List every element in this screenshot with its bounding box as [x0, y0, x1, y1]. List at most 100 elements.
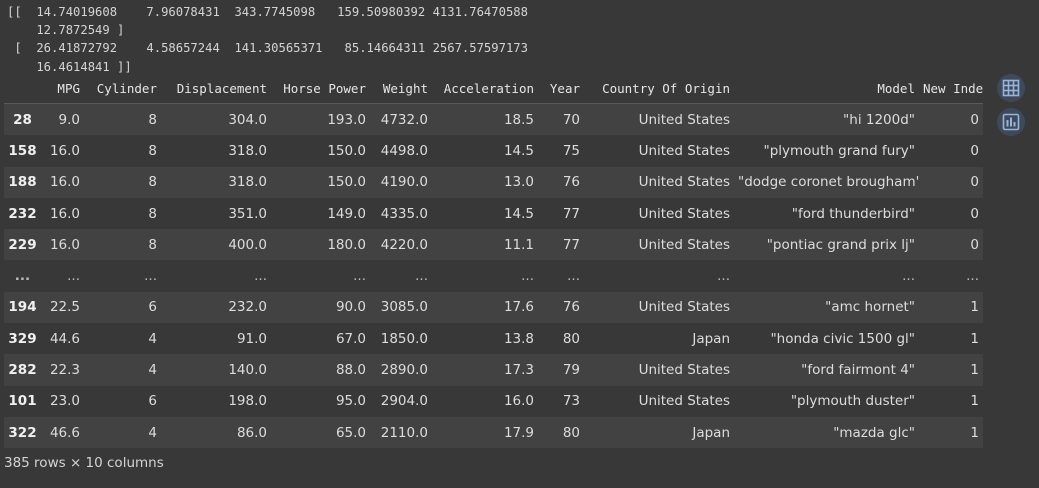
dataframe-table: MPG Cylinder Displacement Horse Power Weight…: [4, 73, 983, 449]
table-cell: ...: [144, 268, 157, 285]
table-cell: ...: [717, 268, 730, 285]
table-row: 232 16.0 8 351.0 149.0 4335.0 14.5 77 United Sta…: [4, 197, 983, 230]
table-cell: 14.5: [503, 205, 534, 222]
table-cell: 91.0: [236, 330, 267, 347]
table-cell: United States: [638, 362, 730, 379]
convert-to-interactive-table-button[interactable]: [997, 74, 1025, 102]
table-cell: 80: [562, 330, 580, 347]
column-header: Weight: [370, 73, 432, 104]
table-cell: 1850.0: [380, 330, 428, 347]
row-index: 28: [13, 111, 32, 128]
table-cell: 6: [148, 393, 157, 410]
table-cell: United States: [638, 299, 730, 316]
shape-label: 385 rows × 10 columns: [4, 455, 164, 471]
column-header: Horse Power: [271, 73, 370, 104]
table-cell: 150.0: [327, 142, 366, 159]
row-index: 282: [8, 362, 37, 379]
array-output-line: [[ 14.74019608 7.96078431 343.7745098 15…: [7, 5, 528, 19]
table-cell: 6: [148, 299, 157, 316]
table-cell: 140.0: [228, 362, 267, 379]
table-cell: 70: [562, 111, 580, 128]
table-cell: 17.3: [503, 362, 534, 379]
table-cell: 16.0: [49, 142, 80, 159]
table-cell: 8: [148, 142, 157, 159]
table-cell: 13.0: [503, 174, 534, 191]
table-cell: 8: [148, 174, 157, 191]
table-cell: "plymouth duster": [790, 393, 915, 410]
table-cell: 88.0: [335, 362, 366, 379]
array-output-line: [ 26.41872792 4.58657244 141.30565371 85…: [7, 41, 528, 56]
table-cell: 46.6: [49, 424, 80, 441]
table-cell: ...: [902, 268, 915, 285]
table-cell: 1: [970, 393, 979, 410]
table-cell: 44.6: [49, 330, 80, 347]
table-row: 329 44.6 4 91.0 67.0 1850.0 13.8 80 Japan "honda …: [4, 323, 983, 355]
table-cell: 304.0: [228, 111, 267, 128]
table-cell: 75: [562, 142, 580, 159]
table-row: 158 16.0 8 318.0 150.0 4498.0 14.5 75 United Sta…: [4, 135, 983, 167]
table-cell: 3085.0: [380, 299, 428, 316]
table-cell: 22.5: [49, 299, 80, 316]
table-cell: 4190.0: [380, 174, 428, 191]
table-cell: United States: [638, 236, 730, 253]
table-cell: 8: [148, 205, 157, 222]
ellipsis-row: .................................: [4, 260, 983, 292]
table-row: 194 22.5 6 232.0 90.0 3085.0 17.6 76 United Stat…: [4, 291, 983, 324]
table-cell: "plymouth grand fury": [763, 142, 916, 159]
array-output: [[ 14.74019608 7.96078431 343.7745098 15…: [7, 3, 528, 76]
table-cell: "dodge coronet brougham": [738, 174, 919, 191]
table-cell: 232.0: [228, 299, 267, 316]
table-cell: 0: [970, 111, 979, 128]
table-row: 282 22.3 4 140.0 88.0 2890.0 17.3 79 United Stat…: [4, 354, 983, 386]
table-cell: 2110.0: [380, 424, 428, 441]
column-header: New Index: [919, 73, 983, 104]
table-cell: 0: [970, 236, 979, 253]
table-cell: 318.0: [228, 174, 267, 191]
table-cell: ...: [966, 268, 979, 285]
table-header-row: MPG Cylinder Displacement Horse Power Weight…: [4, 73, 983, 104]
row-index: 101: [8, 393, 37, 410]
table-cell: Japan: [692, 424, 730, 441]
table-cell: 4335.0: [380, 205, 428, 222]
table-cell: 1: [970, 424, 979, 441]
table-cell: 77: [562, 205, 580, 222]
table-cell: 1: [970, 330, 979, 347]
table-cell: 0: [970, 174, 979, 191]
table-cell: 76: [562, 174, 580, 191]
table-cell: 8: [148, 236, 157, 253]
table-cell: Japan: [692, 330, 730, 347]
table-row: 28 9.0 8 304.0 193.0 4732.0 18.5 70 United State…: [4, 103, 983, 136]
table-cell: United States: [638, 142, 730, 159]
table-cell: 22.3: [49, 362, 80, 379]
table-cell: 198.0: [228, 393, 267, 410]
table-cell: 77: [562, 236, 580, 253]
row-index: 194: [8, 299, 37, 316]
column-header: Displacement: [161, 73, 271, 104]
table-cell: "pontiac grand prix lj": [766, 236, 915, 253]
array-output-line: 16.4614841 ]]: [7, 59, 132, 74]
table-cell: ...: [521, 268, 534, 285]
table-cell: 4: [148, 424, 157, 441]
row-index: 158: [8, 142, 37, 159]
table-cell: 4732.0: [380, 111, 428, 128]
table-cell: United States: [638, 205, 730, 222]
table-cell: ...: [567, 268, 580, 285]
table-cell: "amc hornet": [825, 299, 915, 316]
table-cell: 86.0: [236, 424, 267, 441]
table-cell: 11.1: [503, 236, 534, 253]
table-cell: United States: [638, 111, 730, 128]
table-cell: 76: [562, 299, 580, 316]
column-header: Acceleration: [432, 73, 538, 104]
table-cell: 67.0: [335, 330, 366, 347]
table-cell: 1: [970, 362, 979, 379]
table-row: 229 16.0 8 400.0 180.0 4220.0 11.1 77 United Sta…: [4, 229, 983, 261]
table-cell: 80: [562, 424, 580, 441]
table-cell: 90.0: [335, 299, 366, 316]
table-cell: 4498.0: [380, 142, 428, 159]
table-cell: "honda civic 1500 gl": [770, 330, 915, 347]
table-cell: 4220.0: [380, 236, 428, 253]
table-cell: 351.0: [228, 205, 267, 222]
suggest-charts-button[interactable]: [997, 108, 1025, 136]
row-index: 329: [8, 330, 37, 347]
